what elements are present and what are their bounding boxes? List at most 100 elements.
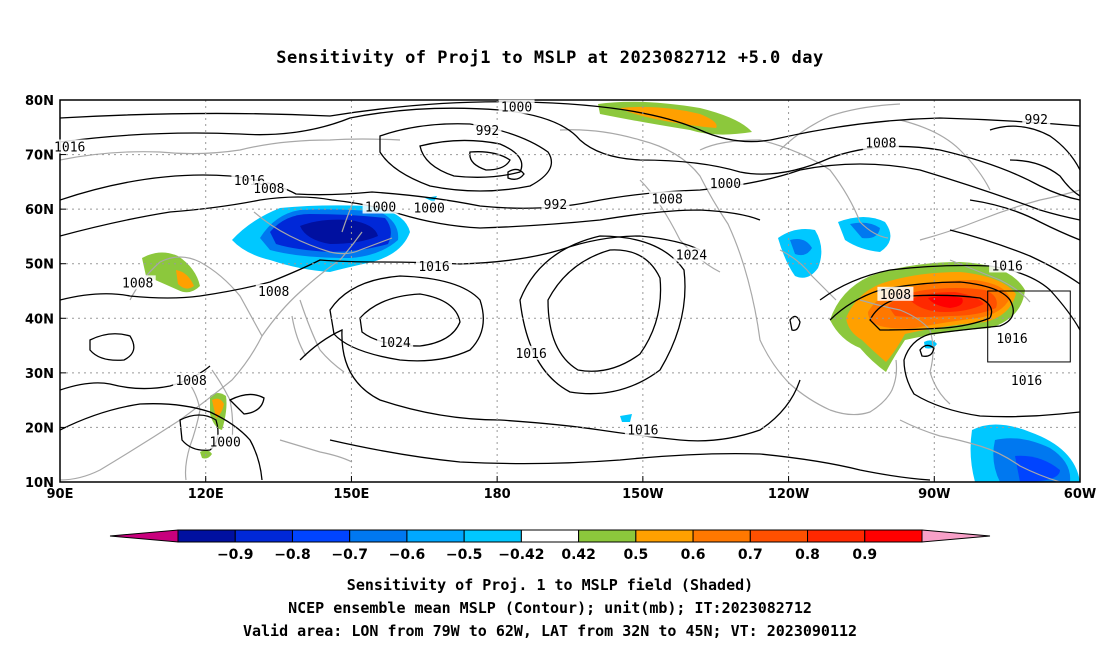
contour-label: 1008 xyxy=(258,285,289,300)
contour-label-bg xyxy=(707,176,744,191)
lat-tick-label: 70N xyxy=(25,149,54,164)
map-title: Sensitivity of Proj1 to MSLP at 20230827… xyxy=(276,48,824,68)
lon-tick-label: 180 xyxy=(484,487,511,502)
lon-tick-label: 150E xyxy=(333,487,369,502)
contour-label-bg xyxy=(498,99,535,114)
contour-label: 1008 xyxy=(865,137,896,152)
lat-tick-label: 20N xyxy=(25,421,54,436)
lon-tick-label: 150W xyxy=(622,487,663,502)
contour-label: 992 xyxy=(1025,113,1048,128)
contour-label-bg xyxy=(362,199,399,214)
colorbar-segment xyxy=(463,529,522,543)
lon-tick-label: 90W xyxy=(918,487,950,502)
contour-label: 1016 xyxy=(627,424,658,439)
contour-label-bg xyxy=(649,191,686,206)
colorbar-label: 0.42 xyxy=(561,547,596,563)
colorbar-segment xyxy=(864,529,923,543)
contour-label: 992 xyxy=(476,124,499,139)
contour-label-bg xyxy=(877,286,914,301)
contour-label: 1000 xyxy=(710,177,741,192)
contour-label-bg xyxy=(250,180,287,195)
contour-label-bg xyxy=(473,123,502,138)
caption-valid-area: Valid area: LON from 79W to 62W, LAT fro… xyxy=(242,622,858,640)
graticule xyxy=(60,100,1080,482)
colorbar-label: −0.6 xyxy=(389,547,426,563)
colorbar-label: 0.6 xyxy=(681,547,706,563)
contour-label: 1000 xyxy=(365,201,396,216)
contour-label-bg xyxy=(207,434,244,449)
colorbar-min-triangle xyxy=(109,529,179,543)
contour-label: 1016 xyxy=(1011,374,1042,389)
lat-tick-label: 80N xyxy=(25,94,54,109)
colorbar-label: −0.5 xyxy=(446,547,483,563)
lat-tick-label: 40N xyxy=(25,312,54,327)
contour-label-bg xyxy=(989,258,1026,273)
contour-label: 1008 xyxy=(880,288,911,303)
contour-label-bg xyxy=(51,139,88,154)
caption-shaded: Sensitivity of Proj. 1 to MSLP field (Sh… xyxy=(346,576,754,594)
colorbar-max-triangle xyxy=(921,529,991,543)
map-frame xyxy=(59,99,1081,483)
lat-tick-label: 10N xyxy=(25,476,54,491)
contour-label-bg xyxy=(416,258,452,273)
contour-label: 992 xyxy=(544,198,567,213)
contour-label: 1016 xyxy=(991,259,1022,274)
colorbar: −0.9 −0.8 −0.7 −0.6 −0.5 −0.42 0.42 0.5 0.6 0.7 0.… xyxy=(109,529,991,563)
caption-contour: NCEP ensemble mean MSLP (Contour); unit(… xyxy=(288,599,812,617)
valid-area-box xyxy=(987,290,1071,363)
contour-label-bg xyxy=(255,284,292,299)
contour-label-bg xyxy=(377,334,414,349)
colorbar-segment xyxy=(520,529,580,543)
contour-label: 1000 xyxy=(501,101,532,116)
colorbar-segment xyxy=(749,529,809,543)
lon-tick-label: 90E xyxy=(47,487,74,502)
contour-label: 1024 xyxy=(379,336,410,351)
contour-label-bg xyxy=(624,422,661,437)
colorbar-label: −0.7 xyxy=(331,547,368,563)
colorbar-segment xyxy=(177,529,236,543)
lon-tick-label: 60W xyxy=(1064,487,1096,502)
lat-tick-label: 60N xyxy=(25,203,54,218)
colorbar-label: −0.9 xyxy=(217,547,254,563)
colorbar-segment xyxy=(692,529,751,543)
contour-label: 1016 xyxy=(418,260,449,275)
colorbar-segment xyxy=(234,529,293,543)
colorbar-label: 0.9 xyxy=(852,547,877,563)
contour-label: 1000 xyxy=(209,436,240,451)
colorbar-label: −0.42 xyxy=(498,547,544,563)
contour-label: 1008 xyxy=(122,276,153,291)
colorbar-segment xyxy=(406,529,465,543)
contour-label: 1016 xyxy=(54,140,85,155)
contour-label-bg xyxy=(994,331,1030,346)
mslp-contours xyxy=(60,101,1080,481)
colorbar-label: 0.8 xyxy=(795,547,820,563)
lat-tick-label: 30N xyxy=(25,367,54,382)
contour-label-bg xyxy=(862,135,899,150)
contour-label-bg xyxy=(1008,373,1045,388)
contour-label: 1000 xyxy=(413,202,444,217)
colorbar-label: −0.8 xyxy=(274,547,311,563)
colorbar-label: 0.5 xyxy=(623,547,648,563)
contour-label-bg xyxy=(541,196,570,211)
lon-tick-label: 120E xyxy=(188,487,224,502)
contour-label-bg xyxy=(173,373,210,388)
lat-tick-label: 50N xyxy=(25,258,54,273)
lon-tick-label: 120W xyxy=(768,487,809,502)
contour-label: 1016 xyxy=(515,347,546,362)
contour-label-bg xyxy=(119,275,156,290)
contour-label: 1008 xyxy=(253,182,284,197)
contour-label: 1008 xyxy=(175,374,206,389)
colorbar-segment xyxy=(635,529,694,543)
colorbar-segment xyxy=(291,529,351,543)
contour-label: 1024 xyxy=(676,249,707,264)
contour-label-bg xyxy=(411,200,448,215)
contour-label-bg xyxy=(513,345,550,360)
captions: Sensitivity of Proj. 1 to MSLP field (Sh… xyxy=(0,574,1100,643)
contour-label-bg xyxy=(673,247,710,262)
colorbar-segment xyxy=(578,529,637,543)
colorbar-segment xyxy=(807,529,866,543)
contour-label: 1008 xyxy=(651,192,682,207)
colorbar-segment xyxy=(349,529,408,543)
